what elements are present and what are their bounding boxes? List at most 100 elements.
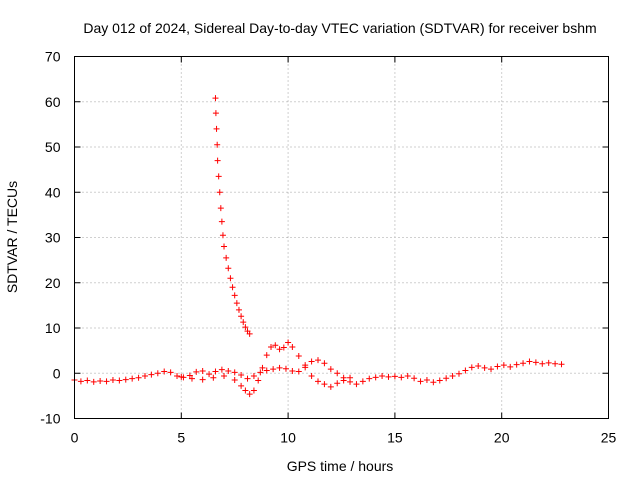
data-point [308,358,315,365]
data-point [233,300,240,307]
data-point [532,359,539,366]
data-point [289,344,296,351]
data-point [302,364,309,371]
data-point [475,363,482,370]
x-tick-label: 15 [387,430,403,446]
data-point [84,377,91,384]
data-point [391,373,398,380]
data-point [268,344,275,351]
data-point [455,370,462,377]
data-point [188,375,195,382]
data-point [221,243,228,250]
data-point [250,387,257,394]
data-point [135,374,142,381]
data-point [552,360,559,367]
data-point [372,374,379,381]
data-point [221,372,228,379]
data-point [214,141,221,148]
data-points [71,95,565,398]
data-point [359,378,366,385]
data-point [238,372,245,379]
data-point [129,375,136,382]
y-tick-label: 30 [45,230,61,246]
data-point [116,377,123,384]
data-point [423,377,430,384]
data-point [436,377,443,384]
y-tick-label: 10 [45,320,61,336]
data-point [379,372,386,379]
data-point [500,362,507,369]
data-point [213,125,220,132]
data-point [238,313,245,320]
data-point [223,254,230,261]
data-point [250,372,257,379]
data-point [280,344,287,351]
data-point [210,374,217,381]
data-point [385,373,392,380]
x-axis-label: GPS time / hours [287,458,394,474]
x-tick-label: 25 [601,430,617,446]
data-point [539,360,546,367]
y-tick-label: 40 [45,184,61,200]
data-point [404,372,411,379]
data-point [366,375,373,382]
data-point [212,110,219,117]
data-point [321,381,328,388]
data-point [178,373,185,380]
data-point [215,173,222,180]
data-point [520,360,527,367]
data-point [193,368,200,375]
data-point [242,387,249,394]
data-point [231,369,238,376]
data-point [398,374,405,381]
data-point [263,352,270,359]
data-point [449,372,456,379]
data-point [218,218,225,225]
data-point [216,189,223,196]
tick-labels: 0 5 10 15 20 25 -10 0 10 20 30 40 50 60 70 [40,49,616,446]
data-point [353,381,360,388]
grid [74,56,609,419]
data-point [186,372,193,379]
data-point [103,378,110,385]
data-point [285,339,292,346]
data-point [240,319,247,326]
data-point [231,292,238,299]
data-point [468,364,475,371]
data-point [488,366,495,373]
data-point [481,364,488,371]
series-lower-track [178,339,354,398]
data-point [257,369,264,376]
y-tick-label: 50 [45,139,61,155]
data-point [270,366,277,373]
data-point [231,377,238,384]
data-point [340,377,347,384]
data-point [206,371,213,378]
data-point [308,372,315,379]
data-point [272,342,279,349]
data-point [327,366,334,373]
data-point [122,376,129,383]
x-tick-label: 0 [71,430,79,446]
data-point [315,378,322,385]
data-point [255,377,262,384]
data-point [411,375,418,382]
data-point [417,378,424,385]
data-point [282,365,289,372]
data-point [347,374,354,381]
series-upper-arc [212,95,253,337]
data-point [225,367,232,374]
data-point [513,361,520,368]
data-point [558,361,565,368]
data-point [321,360,328,367]
data-point [526,358,533,365]
data-point [199,376,206,383]
data-point [327,383,334,390]
data-point [276,346,283,353]
data-point [167,369,174,376]
data-point [217,205,224,212]
y-axis-label: SDTVAR / TECUs [4,181,20,293]
data-point [246,391,253,398]
data-point [212,95,219,102]
